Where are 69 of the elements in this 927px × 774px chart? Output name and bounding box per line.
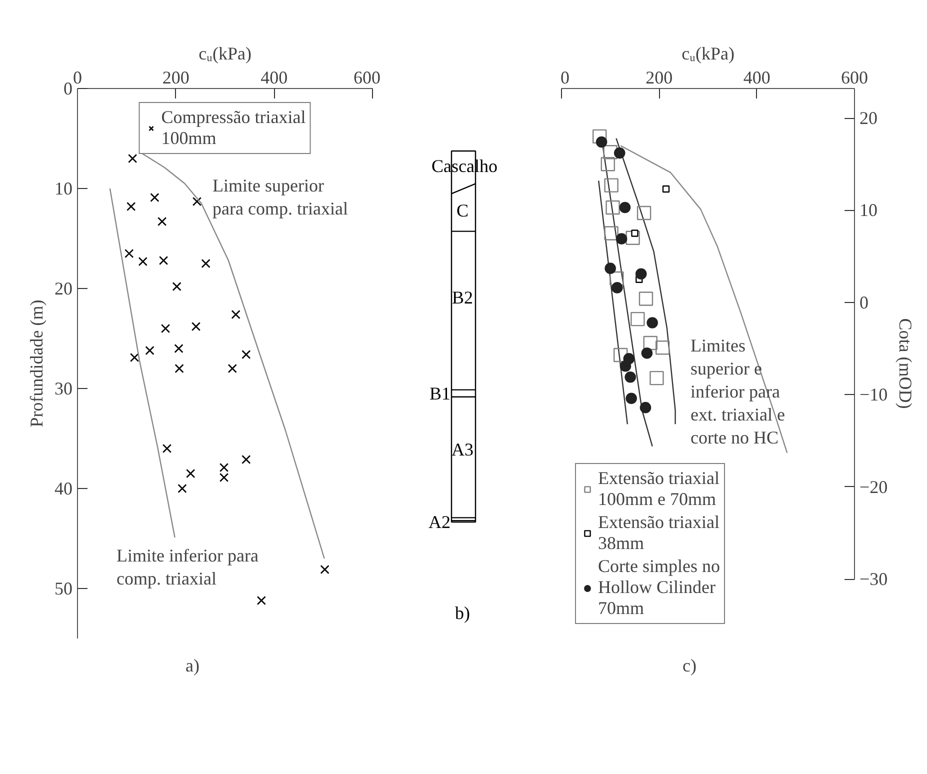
- point: [614, 147, 626, 159]
- point: [635, 268, 647, 280]
- point: [631, 230, 638, 237]
- legend-label: Extensão triaxial 100mm e 70mm: [598, 468, 720, 510]
- y2-tick-label: 20: [860, 108, 878, 128]
- point: [603, 145, 618, 160]
- point: [600, 157, 615, 172]
- point: [636, 206, 652, 220]
- x-tick-label: 600: [354, 68, 380, 88]
- category-label: A3: [452, 439, 474, 460]
- annotation: Limite inferior para comp. triaxial: [116, 546, 258, 588]
- x-tick-label: 0: [560, 68, 570, 88]
- point: [613, 348, 628, 362]
- point: [626, 230, 640, 245]
- point: [626, 392, 637, 404]
- x-tick-label: 600: [841, 68, 868, 88]
- point: [640, 402, 652, 414]
- category-label: C: [456, 200, 469, 221]
- text: b): [455, 602, 470, 623]
- legend-label: Compressão triaxial 100mm: [161, 107, 306, 149]
- point: [606, 200, 620, 215]
- text: c): [682, 656, 696, 676]
- point: [619, 202, 631, 214]
- point: [596, 136, 608, 148]
- legend-label: Extensão triaxial 38mm: [598, 512, 720, 554]
- line-series: [109, 188, 176, 538]
- category-label: B1: [429, 383, 451, 404]
- y2-tick-label: −20: [860, 476, 888, 497]
- y2-axis-title: Cota (mOD): [896, 318, 916, 409]
- legend-label: Corte simples no Hollow Cilinder 70mm: [598, 556, 720, 619]
- point: [641, 348, 653, 359]
- point: [655, 340, 670, 355]
- y-tick-label: 30: [54, 378, 72, 398]
- point: [643, 336, 658, 350]
- y-tick-label: 50: [54, 578, 72, 598]
- point: [604, 226, 618, 240]
- point: [662, 185, 670, 193]
- annotation: Limite superior para comp. triaxial: [212, 176, 348, 218]
- category-label: B2: [452, 287, 474, 308]
- point: [646, 317, 658, 328]
- line-series: [620, 145, 788, 454]
- y2-tick-label: 0: [860, 292, 868, 312]
- y-tick-label: 20: [54, 278, 72, 298]
- x-tick-label: 200: [162, 68, 190, 88]
- x-tick-label: 400: [743, 68, 770, 88]
- y2-tick-label: 10: [860, 200, 878, 220]
- y-axis-title: Profundidade (m): [26, 300, 46, 428]
- point: [610, 271, 624, 286]
- text: a): [186, 656, 200, 676]
- point: [612, 282, 623, 294]
- y-tick-label: 10: [54, 178, 72, 198]
- x-tick-label: 200: [646, 68, 673, 88]
- x-axis-title: cᵤ(kPa): [682, 44, 734, 64]
- line-series: [616, 138, 676, 425]
- point: [616, 233, 628, 244]
- point: [630, 312, 645, 326]
- x-tick-label: 400: [260, 68, 288, 88]
- y2-tick-label: −30: [860, 569, 888, 590]
- point: [604, 262, 616, 274]
- point: [638, 292, 654, 306]
- category-label: A2: [428, 512, 450, 532]
- point: [604, 178, 618, 192]
- y-tick-label: 40: [54, 478, 72, 498]
- point: [592, 129, 607, 144]
- x-axis-title: cᵤ(kPa): [198, 44, 252, 64]
- point: [650, 370, 664, 386]
- point: [620, 360, 632, 372]
- point: [624, 372, 636, 383]
- y2-tick-label: −10: [860, 384, 888, 405]
